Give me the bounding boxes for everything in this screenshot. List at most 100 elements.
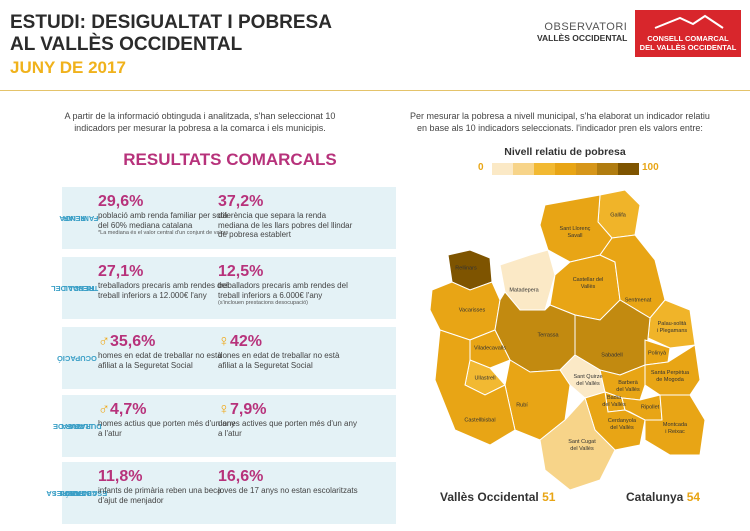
stat-number: 29,6% — [98, 193, 144, 210]
municipality-label: Palau-solità — [658, 321, 688, 327]
stat: 37,2% diferència que separa la renda medi… — [218, 193, 358, 240]
stat-number: 37,2% — [218, 193, 264, 210]
stat-value: 12,5% — [218, 263, 358, 281]
stat-text: dones actives que porten més d'un any a … — [218, 419, 357, 438]
intro-left: A partir de la informació obtinguda i an… — [64, 111, 336, 133]
municipality-label: Rellinars — [455, 265, 477, 271]
stat-text: treballadors precaris amb rendes del tre… — [98, 281, 228, 300]
municipality-label: Vallès — [581, 284, 596, 290]
logo-text: VALLÈS OCCIDENTAL — [537, 33, 628, 43]
stat: ♀7,9% dones actives que porten més d'un a… — [218, 401, 358, 438]
stat: 16,6% joves de 17 anys no estan escolarit… — [218, 468, 358, 496]
municipality-label: Sant Llorenç — [560, 226, 591, 232]
footer-name: Vallès Occidental — [440, 490, 539, 504]
stat: 11,8% infants de primària reben una beca … — [98, 468, 238, 505]
gender-icon: ♀ — [218, 401, 230, 418]
municipality-label: Sabadell — [601, 352, 622, 358]
stat-number: 4,7% — [110, 401, 147, 418]
stat: 12,5% treballadors precaris amb rendes de… — [218, 263, 358, 307]
stat-value: ♂4,7% — [98, 401, 238, 419]
municipality-label: Barberà — [618, 380, 639, 386]
title-line: ESTUDI: DESIGUALTAT I POBRESA — [10, 12, 332, 33]
stat-text: homes actius que porten més d'un any a l… — [98, 419, 236, 438]
municipality-label: Santa Perpètua — [651, 370, 690, 376]
logo-icon — [654, 14, 724, 29]
municipality-label: Sentmenat — [625, 297, 652, 303]
municipality-label: Polinyà — [648, 350, 667, 356]
municipality-label: Ullastrell — [474, 375, 495, 381]
stat-value: 27,1% — [98, 263, 238, 281]
stat-text: joves de 17 anys no estan escolaritzats — [218, 486, 358, 495]
footer-value: 54 — [686, 490, 701, 504]
municipality-label: Matadepera — [509, 287, 539, 293]
legend-swatch — [492, 163, 513, 175]
legend-title: Nivell relatiu de pobresa — [504, 146, 626, 158]
result-row: POBRESA INFANTIL I ABANDÓ ESCOLAR 11,8% infan… — [46, 462, 396, 524]
municipality-label: del Vallès — [616, 387, 640, 393]
stat-number: 16,6% — [218, 468, 264, 485]
stat-value: 37,2% — [218, 193, 358, 211]
municipality-label: del Vallès — [602, 402, 626, 408]
legend-scale — [492, 163, 639, 175]
stat-text: homes en edat de treballar no està afili… — [98, 351, 222, 370]
stat-text: població amb renda familiar per sota del… — [98, 211, 228, 230]
municipality-label: Cerdanyola — [608, 418, 637, 424]
gender-icon: ♂ — [98, 333, 110, 350]
stat: 29,6% població amb renda familiar per sot… — [98, 193, 238, 237]
stat: ♀42% dones en edat de treballar no està a… — [218, 333, 358, 370]
footer-item: Catalunya 54 — [626, 490, 700, 504]
result-row: RENDA DEL TREBALL 27,1% treballadors precar… — [51, 257, 396, 319]
logo-observatori: OBSERVATORI VALLÈS OCCIDENTAL — [537, 22, 627, 44]
legend-swatch — [513, 163, 534, 175]
date: JUNY DE 2017 — [10, 58, 126, 77]
footer-value: 51 — [542, 490, 556, 504]
municipality — [539, 397, 616, 491]
result-row: RENDA FAMILIAR 29,6% població amb renda fam… — [60, 187, 396, 249]
result-row: ATUR DE LLARGA DURADA ♂4,7% homes actius que… — [53, 395, 396, 457]
municipality-label: i Reixac — [665, 429, 685, 435]
stat: ♂35,6% homes en edat de treballar no està… — [98, 333, 238, 370]
stat-number: 12,5% — [218, 263, 264, 280]
municipality-label: Terrassa — [537, 332, 559, 338]
logo-text: OBSERVATORI — [544, 21, 628, 33]
municipality — [644, 344, 701, 396]
intro-right: Per mesurar la pobresa a nivell municipa… — [410, 111, 710, 133]
municipality-label: Sant Cugat — [568, 439, 596, 445]
legend-swatch — [618, 163, 639, 175]
stat-value: ♀42% — [218, 333, 358, 351]
stat-number: 11,8% — [98, 468, 143, 485]
stat-text: dones en edat de treballar no està afili… — [218, 351, 340, 370]
divider — [0, 90, 750, 91]
stat-note: (s'inclouen prestacions desocupació) — [218, 300, 309, 306]
municipality — [504, 359, 571, 441]
legend-swatch — [597, 163, 618, 175]
stat: ♂4,7% homes actius que porten més d'un an… — [98, 401, 238, 438]
stat-text: treballadors precaris amb rendes del tre… — [218, 281, 348, 300]
stat-value: ♂35,6% — [98, 333, 238, 351]
stat-number: 42% — [230, 333, 263, 350]
municipality-label: Viladecavalls — [474, 345, 506, 351]
municipality-label: Montcada — [663, 422, 688, 428]
gender-icon: ♂ — [98, 401, 110, 418]
municipality-label: de Mogoda — [656, 377, 684, 383]
municipality-label: del Vallès — [610, 425, 634, 431]
stat-value: 16,6% — [218, 468, 358, 486]
municipality-label: Savall — [568, 233, 583, 239]
stat-note: *La mediana és el valor central d'un con… — [98, 230, 229, 236]
stat-number: 27,1% — [98, 263, 144, 280]
stat-text: diferència que separa la renda mediana d… — [218, 211, 353, 239]
municipality — [434, 329, 516, 446]
results-title: RESULTATS COMARCALS — [123, 150, 337, 169]
municipality-label: Gallifa — [610, 212, 627, 218]
logo-consell: CONSELL COMARCAL DEL VALLÈS OCCIDENTAL — [635, 10, 741, 57]
footer-item: Vallès Occidental 51 — [440, 490, 555, 504]
municipality-label: Sant Quirze — [573, 374, 602, 380]
municipality-label: del Vallès — [576, 381, 600, 387]
stat-number: 35,6% — [110, 333, 156, 350]
logo-text: CONSELL COMARCAL — [647, 34, 729, 43]
legend-swatch — [534, 163, 555, 175]
stat: 27,1% treballadors precaris amb rendes de… — [98, 263, 238, 300]
legend-max: 100 — [642, 162, 659, 173]
municipality-label: i Plegamans — [657, 328, 688, 334]
stat-text: infants de primària reben una beca d'aju… — [98, 486, 222, 505]
